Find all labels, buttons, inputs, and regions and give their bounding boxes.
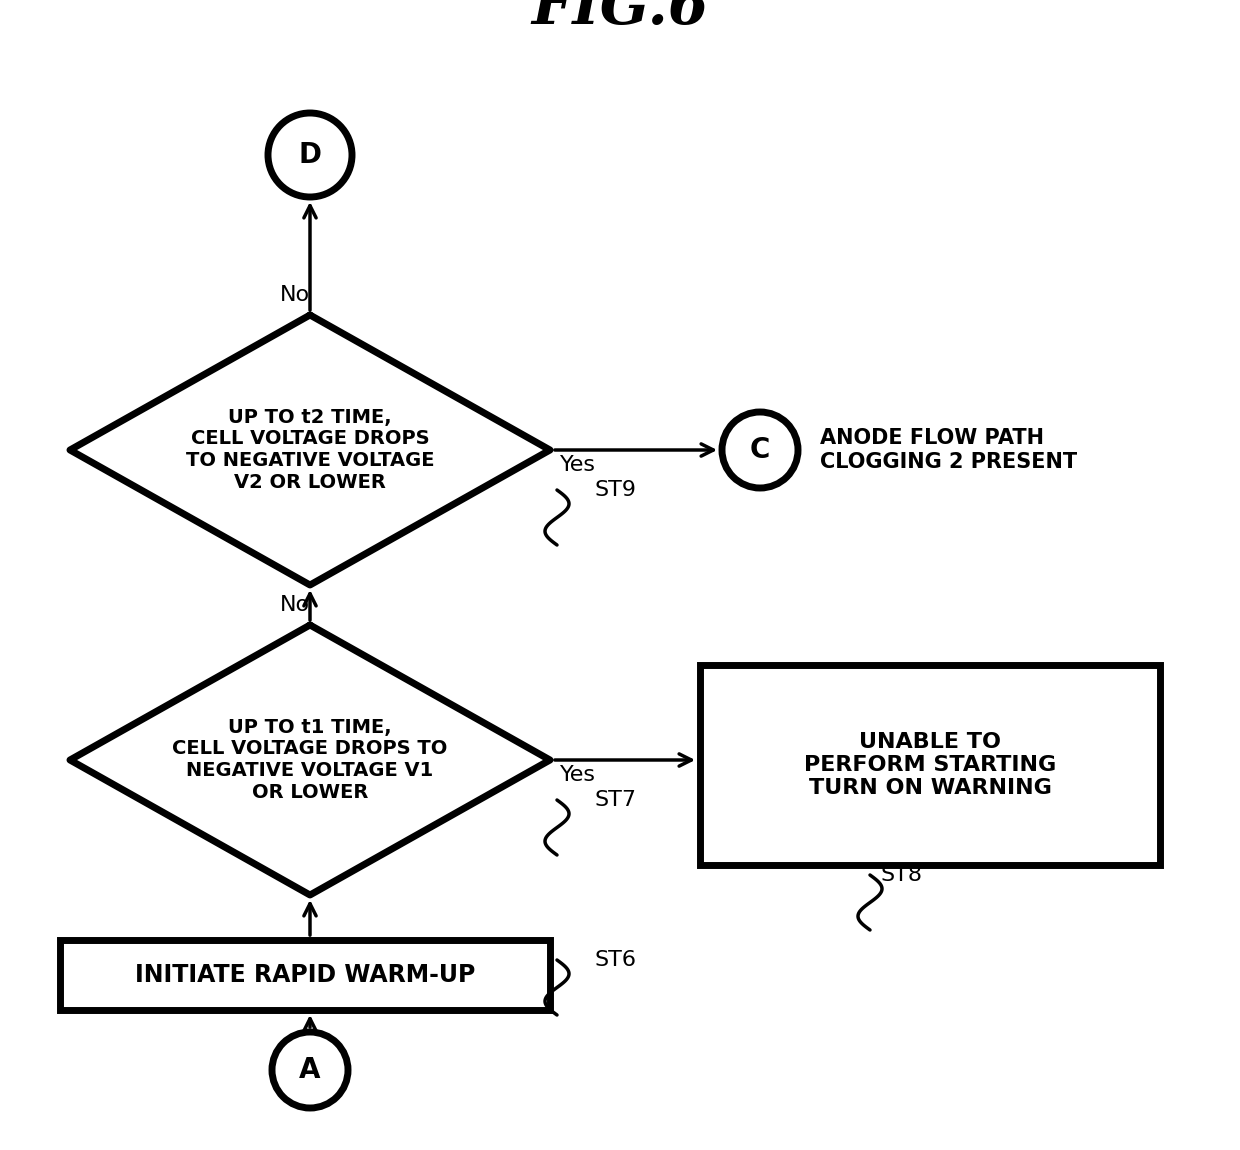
- Circle shape: [272, 1032, 348, 1107]
- Circle shape: [268, 113, 352, 197]
- Text: UNABLE TO
PERFORM STARTING
TURN ON WARNING: UNABLE TO PERFORM STARTING TURN ON WARNI…: [804, 731, 1056, 798]
- Text: Yes: Yes: [560, 765, 596, 785]
- Text: FIG.6: FIG.6: [531, 0, 709, 37]
- Text: UP TO t1 TIME,
CELL VOLTAGE DROPS TO
NEGATIVE VOLTAGE V1
OR LOWER: UP TO t1 TIME, CELL VOLTAGE DROPS TO NEG…: [172, 718, 448, 803]
- Text: ST6: ST6: [595, 950, 637, 969]
- Text: ANODE FLOW PATH
CLOGGING 2 PRESENT: ANODE FLOW PATH CLOGGING 2 PRESENT: [820, 429, 1078, 471]
- Circle shape: [722, 412, 799, 488]
- Text: C: C: [750, 436, 770, 463]
- Bar: [701, 665, 1159, 865]
- Text: UP TO t2 TIME,
CELL VOLTAGE DROPS
TO NEGATIVE VOLTAGE
V2 OR LOWER: UP TO t2 TIME, CELL VOLTAGE DROPS TO NEG…: [186, 407, 434, 492]
- Text: ST9: ST9: [595, 480, 637, 500]
- Text: D: D: [299, 141, 321, 169]
- Text: ST7: ST7: [595, 790, 637, 810]
- Bar: [60, 940, 551, 1010]
- Text: INITIATE RAPID WARM-UP: INITIATE RAPID WARM-UP: [135, 963, 475, 987]
- Text: No: No: [280, 595, 310, 615]
- Text: A: A: [299, 1056, 321, 1084]
- Text: Yes: Yes: [560, 455, 596, 475]
- Text: No: No: [280, 285, 310, 305]
- Text: ST8: ST8: [880, 865, 923, 886]
